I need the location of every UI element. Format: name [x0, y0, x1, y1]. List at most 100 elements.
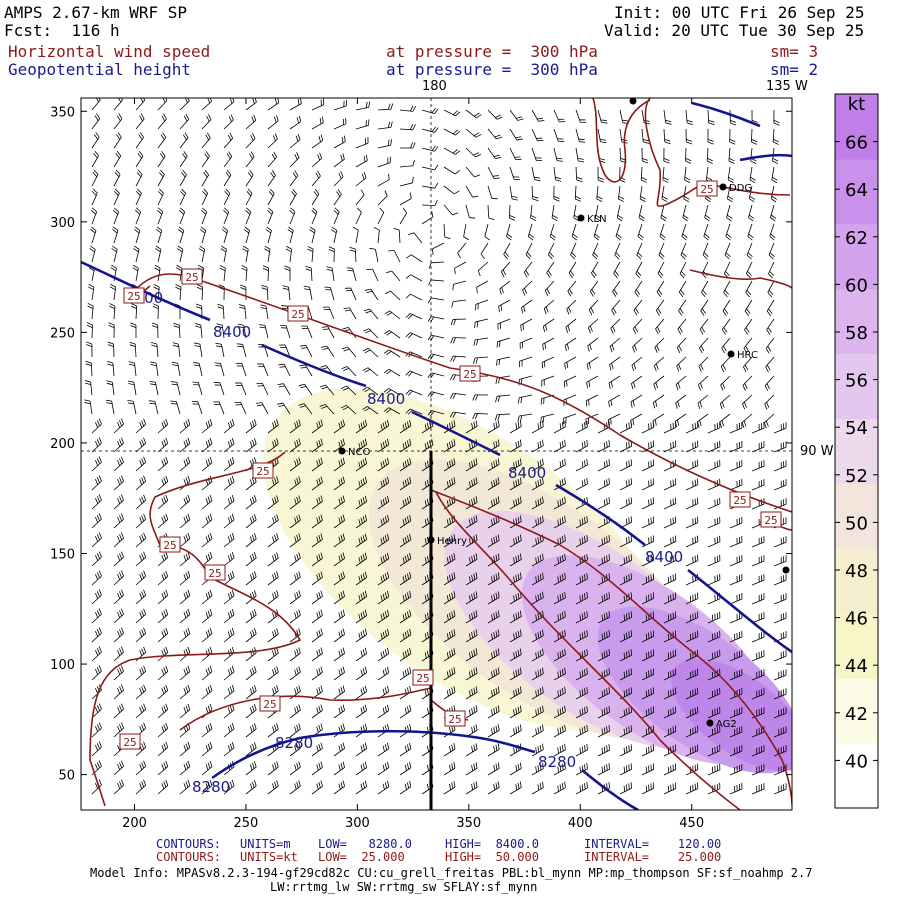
wind-barb [660, 204, 667, 222]
wind-barb [721, 337, 731, 354]
wind-barb [192, 381, 203, 396]
wind-barb [267, 514, 279, 529]
wind-barb [773, 555, 787, 567]
wind-barb [135, 132, 144, 149]
wind-barb [289, 761, 301, 776]
wind-barb [399, 742, 412, 757]
wind-barb [113, 570, 124, 586]
wind-barb [173, 322, 181, 339]
wind-barb [399, 533, 412, 548]
wind-barb [707, 459, 721, 472]
wind-barb [487, 496, 500, 510]
wind-barb [722, 299, 731, 316]
wind-barb [179, 494, 191, 510]
wind-barb [91, 665, 102, 681]
wind-barb [729, 516, 743, 529]
wind-barb [773, 707, 787, 719]
wind-barb [377, 742, 390, 757]
wind-barb [597, 497, 610, 510]
wind-barb [245, 666, 257, 681]
wind-barb [685, 497, 699, 510]
wind-barb [531, 629, 544, 643]
wind-barb [113, 188, 120, 206]
wind-barb [245, 151, 255, 168]
wind-barb [674, 413, 687, 428]
wind-barb [614, 242, 621, 260]
wind-barb [179, 169, 187, 187]
wind-barb [611, 299, 621, 316]
wind-barb [333, 780, 345, 795]
speed-label: 25 [444, 710, 466, 727]
wind-barb [663, 535, 677, 548]
wind-barb [531, 743, 544, 757]
wind-barb [663, 592, 677, 605]
wind-barb [245, 170, 254, 187]
wind-barb [245, 609, 257, 624]
wind-barb [641, 554, 655, 567]
wind-barb [377, 419, 390, 434]
wind-barb [531, 128, 544, 142]
wind-barb [324, 286, 335, 301]
wind-barb [465, 572, 478, 586]
wind-barb [770, 204, 777, 222]
wind-barb [465, 610, 478, 624]
wind-barb [509, 705, 522, 719]
wind-barb [201, 456, 213, 472]
footer-contours1-interval: INTERVAL= 120.00 [584, 837, 722, 851]
wind-barb [443, 515, 456, 529]
height-label: 8400 [367, 390, 405, 408]
wind-barb [685, 516, 699, 529]
wind-barb [150, 342, 159, 358]
wind-barb [641, 128, 650, 144]
wind-barb [267, 571, 279, 586]
wind-barb [311, 152, 323, 168]
wind-barb [245, 552, 257, 567]
wind-barb [663, 611, 677, 624]
wind-barb [91, 188, 98, 206]
wind-barb [751, 128, 758, 145]
wind-barb [685, 592, 699, 605]
wind-barb [301, 325, 313, 339]
wind-barb [685, 440, 699, 453]
wind-barb [663, 421, 677, 434]
wind-barb [616, 204, 623, 222]
wind-barb [157, 98, 168, 111]
wind-barb [267, 590, 279, 605]
wind-barb [311, 457, 323, 472]
wind-barb [465, 591, 478, 605]
colorbar-unit: kt [848, 94, 865, 115]
wind-barb [135, 475, 147, 491]
wind-barb [113, 113, 123, 130]
speed-label: 25 [412, 669, 434, 686]
wind-barb [597, 611, 610, 624]
wind-barb [503, 242, 511, 260]
wind-barb [597, 109, 608, 124]
wind-barb [473, 337, 489, 346]
wind-barb [748, 204, 755, 222]
wind-barb [333, 117, 347, 130]
wind-barb [551, 204, 558, 222]
wind-barb [773, 441, 787, 453]
wind-barb [685, 782, 699, 795]
wind-barb [590, 261, 599, 279]
wind-barb [509, 439, 522, 453]
wind-barb [685, 147, 692, 164]
wind-barb [135, 456, 147, 472]
wind-barb [223, 132, 234, 149]
wind-barb [509, 591, 522, 605]
wind-barb [127, 380, 137, 396]
wind-barb [399, 514, 412, 529]
wind-barb [751, 441, 765, 453]
wind-barb [157, 665, 169, 681]
wind-barb [768, 261, 775, 279]
wind-barb [597, 535, 610, 548]
wind-barb [377, 190, 388, 206]
wind-barb [113, 551, 124, 567]
wind-barb [685, 668, 699, 681]
wind-barb [729, 630, 743, 643]
wind-barb [311, 514, 323, 529]
colorbar-swatch [835, 288, 878, 355]
wind-barb [333, 609, 345, 624]
wind-barb [399, 628, 412, 643]
wind-barb [421, 107, 439, 115]
